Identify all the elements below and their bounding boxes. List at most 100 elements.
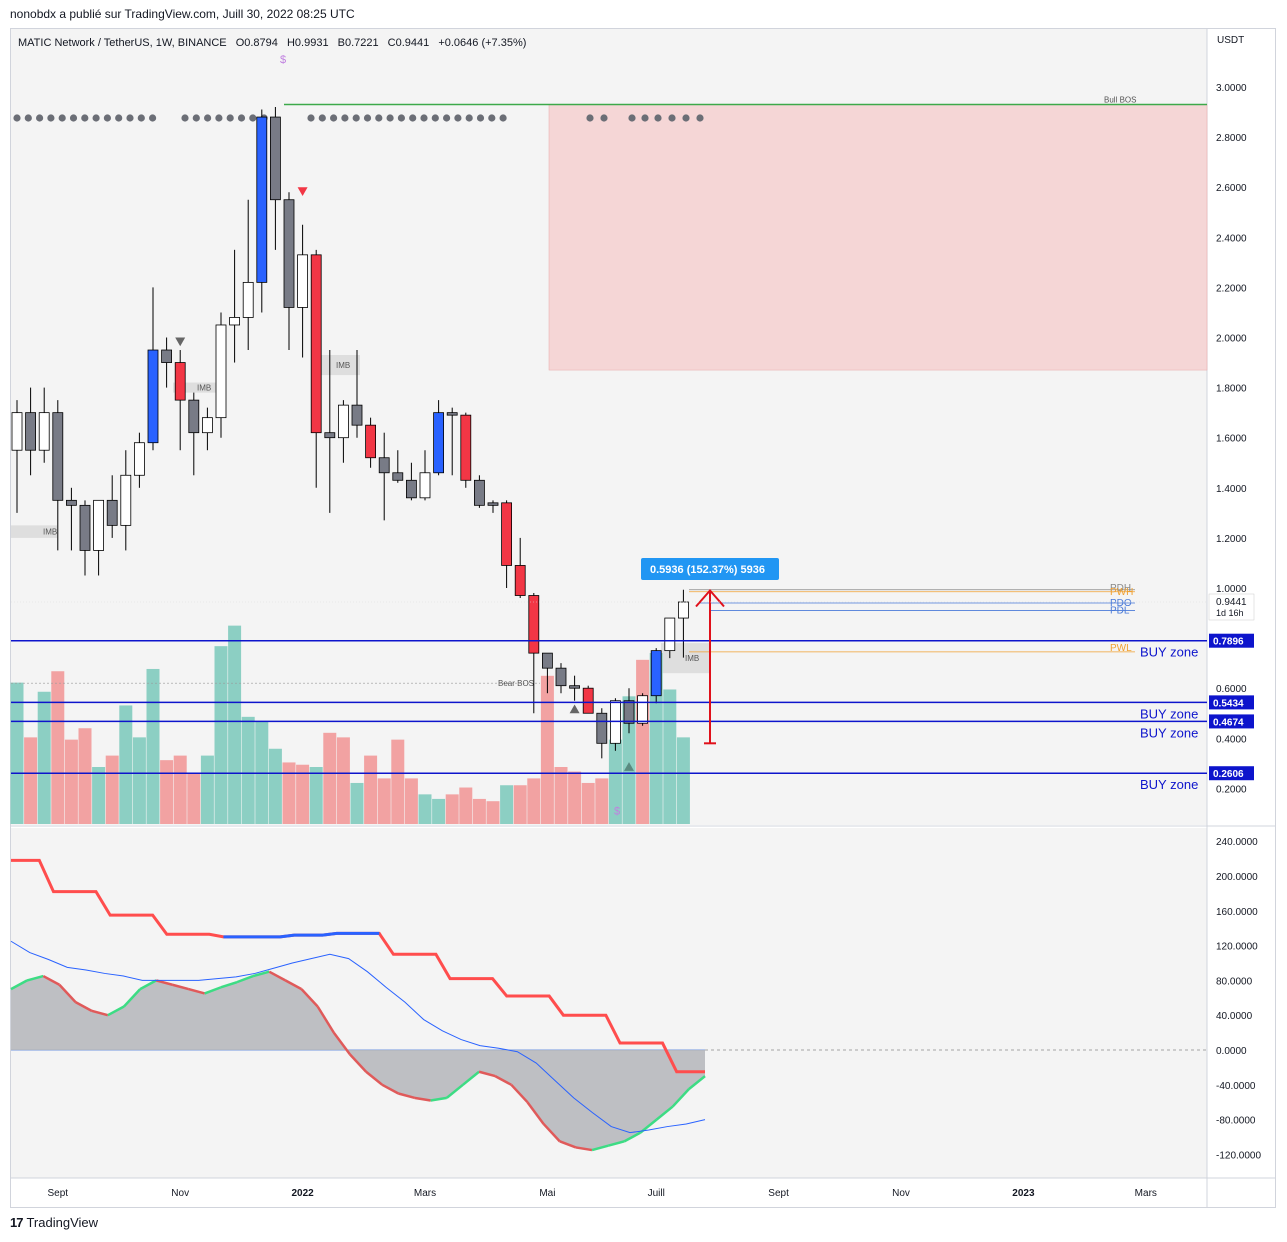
ohlc-low: B0.7221 — [338, 37, 379, 49]
time-tick-label: Nov — [892, 1188, 910, 1199]
oscillator-segment — [688, 1075, 706, 1091]
price-tag-value: 0.7896 — [1213, 637, 1244, 648]
price-tick-label: 0.2000 — [1216, 784, 1247, 795]
up-triangle-marker — [569, 704, 580, 714]
candle-body — [337, 404, 349, 439]
oscillator-segment — [542, 1123, 561, 1143]
oscillator-segment — [478, 1070, 496, 1078]
oscillator-segment — [74, 1001, 93, 1012]
volume-bar — [500, 785, 514, 824]
volume-bar — [51, 671, 65, 824]
oscillator-segment — [365, 1070, 383, 1086]
price-tag-value: 0.5434 — [1213, 698, 1244, 709]
footer: 17 TradingView — [10, 1215, 98, 1230]
osc-tick-label: 120.0000 — [1216, 942, 1258, 953]
candle-body — [446, 412, 458, 416]
osc-tick-label: 200.0000 — [1216, 872, 1258, 883]
oscillator-layer — [10, 858, 1207, 1152]
volume-bar — [486, 801, 500, 824]
structure-dot — [443, 114, 451, 122]
time-tick-label: Nov — [171, 1188, 189, 1199]
volume-bar — [622, 696, 636, 824]
price-tag-value: 0.2606 — [1213, 769, 1244, 780]
structure-dot — [465, 114, 473, 122]
oscillator-segment — [445, 1083, 464, 1099]
candle-body — [11, 412, 23, 451]
volume-bar — [296, 764, 310, 824]
volume-bar — [282, 762, 296, 824]
structure-dot — [397, 114, 405, 122]
volume-bar — [540, 675, 554, 824]
dollar-marker: $ — [280, 54, 286, 66]
price-tick-label: 1.0000 — [1216, 584, 1247, 595]
time-tick-label: 2023 — [1012, 1188, 1035, 1199]
volume-bar — [10, 682, 24, 824]
price-tag — [1209, 766, 1254, 781]
structure-dot — [668, 114, 676, 122]
candle-body — [555, 667, 567, 687]
structure-dot — [341, 114, 349, 122]
candle-body — [188, 399, 200, 434]
oscillator-segment — [381, 1083, 399, 1095]
osc-tick-label: -80.0000 — [1216, 1116, 1256, 1127]
oscillator-segment — [332, 1031, 351, 1056]
imb-box — [173, 382, 221, 393]
ohlc-close: C0.9441 — [388, 37, 430, 49]
oscillator-segment — [10, 979, 28, 991]
candle-body — [473, 479, 485, 506]
osc-tick-label: 240.0000 — [1216, 837, 1258, 848]
candle-body — [501, 502, 513, 566]
oscillator-segment — [575, 1146, 593, 1152]
volume-bar — [391, 739, 405, 824]
oscillator-segment — [526, 1101, 545, 1125]
imb-box — [11, 525, 57, 538]
pdo-label: PDO — [1110, 598, 1132, 609]
candle-body — [487, 502, 499, 506]
structure-dot — [586, 114, 594, 122]
oscillator-segment — [300, 988, 319, 1008]
volume-bar — [105, 755, 119, 824]
structure-dot — [375, 114, 383, 122]
ohlc-high: H0.9931 — [287, 37, 329, 49]
volume-bar — [200, 755, 214, 824]
time-tick-label: Mars — [414, 1188, 436, 1199]
oscillator-segment — [316, 1005, 335, 1034]
candle-body — [52, 412, 64, 501]
measure-label: 0.5936 (152.37%) 5936 — [650, 564, 765, 576]
volume-bar — [350, 782, 364, 824]
time-tick-label: Sept — [48, 1188, 69, 1199]
symbol-title: MATIC Network / TetherUS, 1W, BINANCE O0… — [18, 37, 526, 49]
price-tick-label: 2.2000 — [1216, 283, 1247, 294]
pdl-label: PDL — [1110, 606, 1130, 617]
oscillator-segment — [252, 970, 270, 978]
structure-dot — [420, 114, 428, 122]
oscillator-segment — [510, 1083, 529, 1104]
imb-label: IMB — [43, 528, 57, 537]
osc-tick-label: -40.0000 — [1216, 1081, 1256, 1092]
structure-dot — [81, 114, 89, 122]
structure-dot — [58, 114, 66, 122]
structure-dot — [654, 114, 662, 122]
volume-bar — [404, 778, 418, 824]
candle-body — [664, 617, 676, 652]
time-tick-label: Mars — [1135, 1188, 1157, 1199]
volume-bar — [173, 755, 187, 824]
countdown: 1d 16h — [1216, 608, 1244, 618]
structure-dot — [488, 114, 496, 122]
structure-dot — [682, 114, 690, 122]
volume-bar — [336, 737, 350, 824]
supply-zone — [548, 104, 1208, 371]
buy-zone-label: BUY zone — [1140, 725, 1198, 740]
structure-dot — [307, 114, 315, 122]
volume-bar — [513, 785, 527, 824]
oscillator-segment — [349, 1053, 367, 1073]
oscillator-segment — [91, 1009, 109, 1017]
volume-bar — [432, 798, 446, 824]
oscillator-segment — [462, 1070, 480, 1086]
volume-bar — [37, 691, 51, 824]
buy-zone-label: BUY zone — [1140, 645, 1198, 660]
candle-body — [93, 499, 104, 551]
candle-body — [650, 650, 662, 697]
